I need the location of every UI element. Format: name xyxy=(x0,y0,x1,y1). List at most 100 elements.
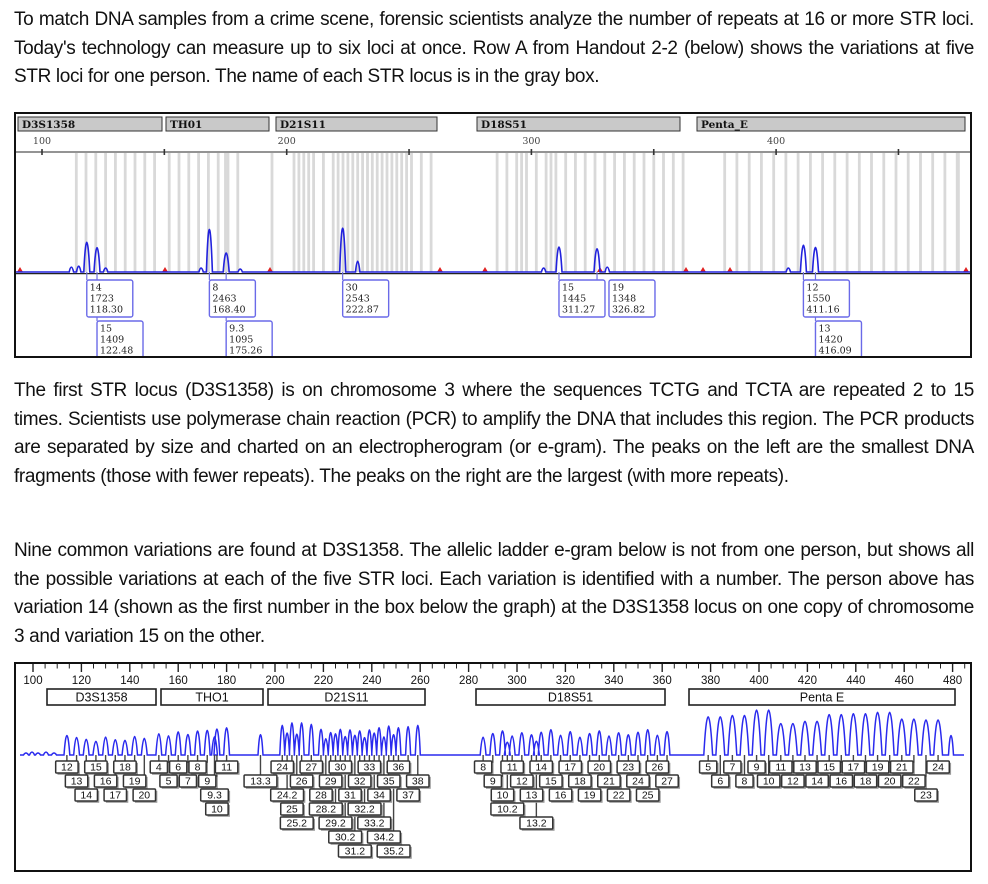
allele-box xyxy=(270,760,295,774)
allele-label: 31.2 xyxy=(345,846,366,858)
egram-allelic-ladder-figure: 100 120 140 160 180 200 220 240 260 280 300 320 340 3… xyxy=(14,662,972,872)
peak-label-text: 1445 xyxy=(562,294,586,305)
allele-box xyxy=(347,802,382,816)
ruler-tick-label: 420 xyxy=(798,675,817,687)
allele-box xyxy=(829,774,854,788)
allele-label: 19 xyxy=(872,762,884,774)
ruler-tick-label: 320 xyxy=(556,675,575,687)
allele-label: 5 xyxy=(705,762,711,774)
allele-label: 13.3 xyxy=(250,776,271,788)
allele-box xyxy=(269,788,305,802)
allele-box xyxy=(328,830,363,844)
allele-box xyxy=(308,802,343,816)
peak-label-text: 1348 xyxy=(612,294,636,305)
allele-box xyxy=(519,788,544,802)
allele-box xyxy=(199,788,230,802)
allele-box xyxy=(710,774,730,788)
allele-box xyxy=(914,788,938,802)
allele-box xyxy=(197,774,217,788)
allele-box xyxy=(889,760,914,774)
allele-box xyxy=(473,760,493,774)
allele-box xyxy=(347,774,372,788)
allele-label: 16 xyxy=(555,790,567,802)
allele-box xyxy=(768,760,793,774)
peak-label-text: 416.09 xyxy=(818,346,851,357)
allele-label: 32 xyxy=(354,776,366,788)
allele-label: 18 xyxy=(860,776,872,788)
allele-label: 11 xyxy=(507,762,518,774)
allele-label: 37 xyxy=(402,790,414,802)
peak-label-text: 1550 xyxy=(806,294,830,305)
allele-label: 32.2 xyxy=(354,804,375,816)
allele-label: 10.2 xyxy=(497,804,518,816)
ruler-tick-label: 340 xyxy=(604,675,623,687)
allele-label: 33.2 xyxy=(364,818,385,830)
locus-name-box xyxy=(267,688,426,706)
allele-label: 9 xyxy=(204,776,210,788)
allele-label: 13.2 xyxy=(526,818,547,830)
peak-label-text: 1723 xyxy=(90,294,114,305)
peak-label-box xyxy=(96,320,144,356)
allele-box xyxy=(756,774,781,788)
locus-header-box xyxy=(476,116,681,132)
allele-box xyxy=(577,788,602,802)
ruler-tick-label: 400 xyxy=(749,675,768,687)
peak-label-text: 30 xyxy=(346,283,358,294)
peak-label-text: 311.27 xyxy=(562,305,595,316)
allele-box xyxy=(74,788,99,802)
allele-label: 35 xyxy=(383,776,395,788)
locus-name-label: D3S1358 xyxy=(75,691,127,705)
locus-header-label: D21S11 xyxy=(280,119,326,131)
peak-label-text: 1409 xyxy=(100,335,124,346)
allele-label: 9 xyxy=(490,776,496,788)
ruler-tick-label: 240 xyxy=(362,675,381,687)
peak-label-text: 168.40 xyxy=(212,305,245,316)
allele-label: 15 xyxy=(90,762,102,774)
peak-label-text: 8 xyxy=(212,283,218,294)
egram-row-a-canvas: 100 200 300 400 D3S1358 TH01 D21S11 D18S51 Penta… xyxy=(16,116,970,357)
allele-label: 13 xyxy=(71,776,83,788)
peak-label-box xyxy=(208,279,257,318)
allele-label: 11 xyxy=(775,762,786,774)
ruler-tick-label: 380 xyxy=(701,675,720,687)
ladder-trace xyxy=(20,709,964,756)
allele-label: 6 xyxy=(175,762,181,774)
locus-header-label: Penta_E xyxy=(701,119,748,132)
allele-bin-stripes xyxy=(74,153,960,272)
ruler-tick-label: 200 xyxy=(265,675,284,687)
intro-paragraph: To match DNA samples from a crime scene,… xyxy=(14,9,974,87)
allele-box xyxy=(309,788,333,802)
allele-box xyxy=(519,816,554,830)
allele-label: 6 xyxy=(717,776,723,788)
allele-box xyxy=(318,774,343,788)
allele-label: 18 xyxy=(119,762,131,774)
peak-label-box xyxy=(86,279,134,318)
allele-box xyxy=(645,760,670,774)
allele-box xyxy=(735,774,754,788)
ruler-tick-label: 120 xyxy=(72,675,91,687)
allele-label: 34.2 xyxy=(374,832,395,844)
allele-box xyxy=(366,830,402,844)
allele-box xyxy=(865,760,890,774)
allele-box xyxy=(338,788,362,802)
allele-label: 26 xyxy=(652,762,664,774)
allele-label: 4 xyxy=(156,762,162,774)
allele-box xyxy=(529,760,554,774)
ruler-tick-label: 360 xyxy=(653,675,672,687)
allele-label: 7 xyxy=(185,776,191,788)
peak-label-text: 1420 xyxy=(818,335,842,346)
allele-box xyxy=(597,774,621,788)
allele-box xyxy=(188,760,207,774)
artifact-marks xyxy=(17,267,969,272)
allele-box xyxy=(793,760,817,774)
allele-box xyxy=(853,774,878,788)
x-axis-tick-label: 300 xyxy=(522,136,540,147)
allele-box xyxy=(483,774,503,788)
allele-label: 10 xyxy=(211,804,223,816)
allele-label: 8 xyxy=(480,762,486,774)
allele-box xyxy=(214,760,239,774)
allele-label: 15 xyxy=(545,776,557,788)
allele-box xyxy=(606,788,631,802)
peak-label-text: 175.26 xyxy=(229,346,262,357)
allele-box xyxy=(635,788,660,802)
